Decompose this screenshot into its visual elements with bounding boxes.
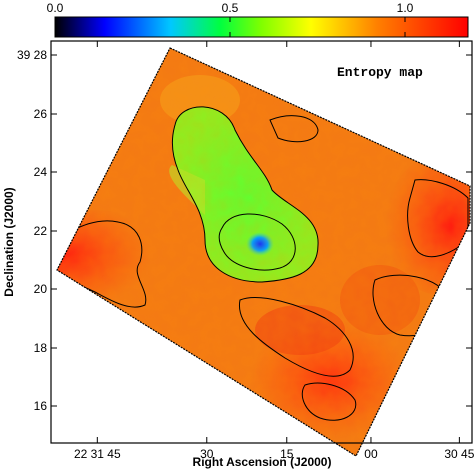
x-axis-label: Right Ascension (J2000) <box>193 455 332 469</box>
y-tick-label: 16 <box>34 399 48 413</box>
colorbar-gradient <box>54 16 469 38</box>
y-tick-label: 39 28 <box>17 48 47 62</box>
contours <box>57 106 469 421</box>
y-axis-ticks <box>51 54 472 407</box>
y-tick-label: 24 <box>34 165 48 179</box>
x-axis-ticks <box>96 41 460 443</box>
colorbar-tick-label: 0.0 <box>47 1 64 15</box>
y-tick-label: 20 <box>34 282 48 296</box>
axes-frame <box>50 40 473 444</box>
x-tick-label: 22 31 45 <box>74 447 121 461</box>
y-tick-label: 22 <box>34 224 48 238</box>
colorbar: 0.0 0.5 1.0 <box>47 1 469 38</box>
x-tick-label: 30 45 <box>444 447 474 461</box>
x-tick-label: 15 <box>280 447 294 461</box>
colorbar-tick-label: 1.0 <box>397 1 414 15</box>
map-title: Entropy map <box>337 65 423 80</box>
colorbar-ticks <box>54 17 406 37</box>
x-axis-tick-labels: 22 31 45 30 15 00 30 45 <box>74 447 474 461</box>
x-tick-label: 00 <box>364 447 378 461</box>
colorbar-tick-labels: 0.0 0.5 1.0 <box>47 1 414 15</box>
map-boundary <box>56 47 471 457</box>
y-axis-tick-labels: 39 28 26 24 22 20 18 16 <box>17 48 47 413</box>
y-tick-label: 26 <box>34 107 48 121</box>
y-axis-label: Declination (J2000) <box>2 187 16 296</box>
y-tick-label: 18 <box>34 341 48 355</box>
colorbar-tick-label: 0.5 <box>222 1 239 15</box>
x-tick-label: 30 <box>200 447 214 461</box>
entropy-map-image <box>57 48 470 456</box>
